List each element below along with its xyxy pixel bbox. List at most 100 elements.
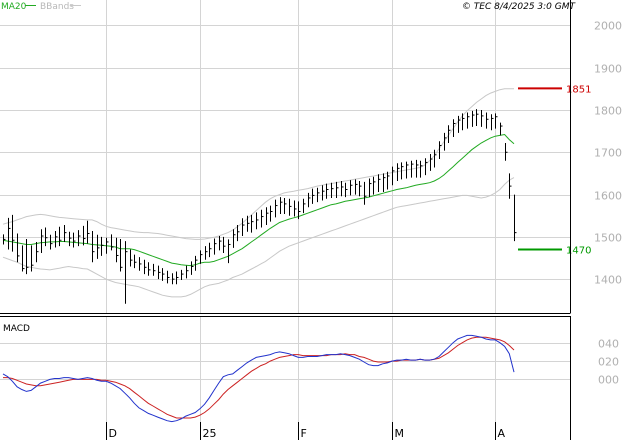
price-bar — [359, 181, 362, 197]
price-bar — [458, 115, 461, 133]
price-bar — [64, 225, 67, 242]
price-bar — [476, 109, 479, 127]
price-bar — [237, 225, 240, 242]
price-bar — [303, 198, 306, 214]
price-bar — [3, 234, 6, 245]
price-bar — [322, 185, 325, 201]
price-bar — [36, 241, 39, 263]
price-bar — [495, 113, 498, 129]
price-bar — [242, 218, 245, 237]
price-bar — [336, 181, 339, 198]
price-bar — [50, 234, 53, 250]
resistance-level-label: 1851 — [566, 84, 591, 95]
price-bar — [364, 181, 367, 205]
price-y-tick-label: 1600 — [594, 190, 622, 203]
price-bar — [270, 205, 273, 222]
price-bar — [472, 110, 475, 127]
price-bar — [214, 238, 217, 255]
price-bar — [200, 250, 203, 264]
price-panel: 1851 1470 — [2, 84, 591, 304]
price-bar — [228, 239, 231, 264]
price-bar — [134, 254, 137, 269]
price-bar — [120, 238, 123, 272]
x-tick-label: F — [301, 427, 307, 440]
price-bar — [298, 201, 301, 220]
price-bar — [280, 197, 283, 215]
price-bar — [378, 174, 381, 193]
price-bar — [181, 269, 184, 281]
price-bar — [247, 215, 250, 232]
price-bar — [312, 188, 315, 204]
price-y-tick-label: 1500 — [594, 232, 622, 245]
price-bar — [373, 176, 376, 195]
price-bar — [162, 268, 165, 281]
price-bar — [125, 241, 128, 304]
price-bar — [406, 161, 409, 179]
x-tick-label: D — [109, 427, 117, 440]
price-bar — [130, 249, 133, 267]
price-bar — [205, 246, 208, 260]
price-bar — [256, 212, 259, 230]
price-bar — [176, 271, 179, 285]
price-bar — [448, 125, 451, 143]
price-bar — [186, 265, 189, 279]
price-bar — [55, 230, 58, 248]
price-bar — [350, 180, 353, 196]
price-bar — [158, 265, 161, 280]
price-bar — [345, 182, 348, 198]
price-bar — [294, 200, 297, 217]
price-bar — [486, 112, 489, 129]
price-bar — [420, 160, 423, 178]
price-bar — [111, 234, 114, 251]
price-y-tick-label: 1700 — [594, 147, 622, 160]
price-bar — [8, 217, 11, 250]
price-bar — [97, 234, 100, 259]
price-bar — [411, 160, 414, 178]
price-bar — [275, 199, 278, 218]
price-bar — [26, 238, 29, 275]
price-bar — [467, 112, 470, 129]
price-bar — [284, 197, 287, 215]
price-y-tick-label: 1800 — [594, 105, 622, 118]
price-bar — [45, 227, 48, 247]
price-bar — [144, 259, 147, 275]
price-y-tick-label: 1900 — [594, 63, 622, 76]
price-bar — [500, 122, 503, 136]
price-bar — [92, 230, 95, 263]
price-bar — [219, 236, 222, 251]
x-tick-label: 25 — [203, 427, 217, 440]
x-tick-label: A — [498, 427, 506, 440]
macd-y-tick-label: 040 — [598, 338, 619, 351]
price-bar — [453, 119, 456, 138]
price-bar — [22, 245, 25, 272]
price-bar — [116, 237, 119, 263]
macd-y-tick-label: 000 — [598, 374, 619, 387]
bband-upper-line — [2, 88, 514, 240]
copyright-text: © TEC 8/4/2025 3:0 GMT — [462, 2, 577, 12]
legend-ma20: MA20 — [1, 2, 27, 12]
macd-title: MACD — [3, 324, 30, 334]
price-bar — [331, 182, 334, 198]
macd-y-tick-label: 020 — [598, 356, 619, 369]
macd-panel — [2, 334, 515, 423]
price-bar — [83, 225, 86, 246]
price-bar — [355, 179, 358, 195]
price-bar — [505, 142, 508, 161]
price-bar — [439, 141, 442, 160]
price-bar — [289, 198, 292, 216]
price-bar — [514, 194, 517, 242]
price-bar — [261, 209, 264, 228]
price-bar — [139, 257, 142, 271]
price-bar — [153, 263, 156, 276]
price-bar — [509, 173, 512, 199]
price-bar — [41, 229, 44, 253]
price-bar — [444, 132, 447, 151]
macd-signal-line — [3, 336, 515, 419]
price-bar — [172, 273, 175, 285]
price-bar — [87, 220, 90, 244]
price-bar — [416, 159, 419, 178]
price-bar — [223, 236, 226, 253]
macd-line — [2, 334, 515, 423]
